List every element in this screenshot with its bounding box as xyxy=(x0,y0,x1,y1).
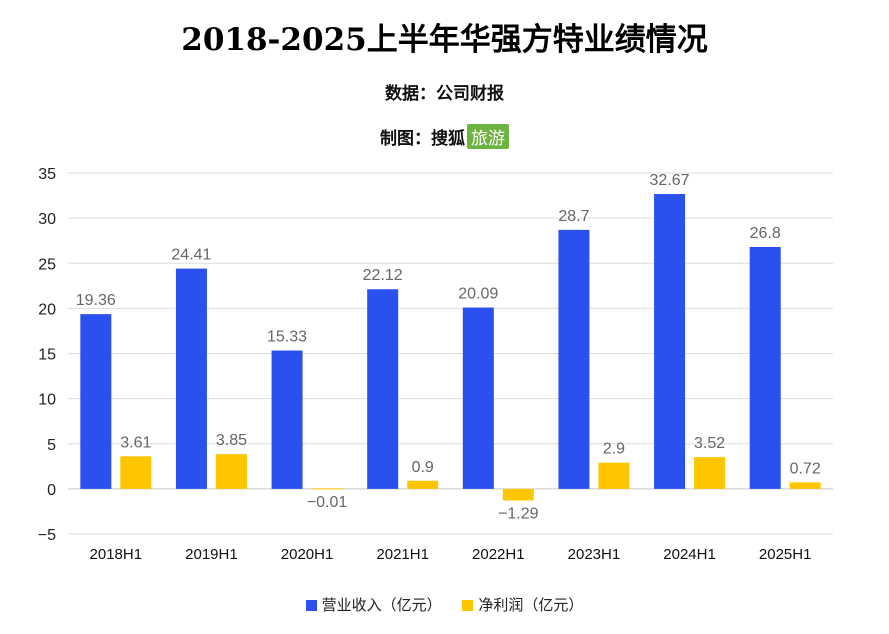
profit-bar xyxy=(215,454,247,489)
revenue-bar xyxy=(749,247,781,489)
y-tick-label: −5 xyxy=(38,527,56,544)
revenue-bar xyxy=(462,307,494,489)
revenue-bar xyxy=(175,268,207,489)
x-tick-label: 2020H1 xyxy=(281,546,334,563)
revenue-data-label: 28.7 xyxy=(558,208,589,225)
profit-data-label: 3.52 xyxy=(694,435,725,452)
revenue-data-label: 32.67 xyxy=(650,172,690,189)
revenue-data-label: 24.41 xyxy=(171,247,211,264)
data-source: 数据：公司财报 xyxy=(385,84,504,104)
profit-bar xyxy=(502,488,534,501)
credit-tag: 旅游 xyxy=(467,124,509,149)
y-tick-label: 0 xyxy=(47,482,56,499)
profit-bar xyxy=(407,480,439,489)
legend-item-revenue: 营业收入（亿元） xyxy=(305,594,442,615)
profit-bar xyxy=(120,456,152,489)
profit-data-label: 0.9 xyxy=(412,459,434,476)
profit-bar xyxy=(311,488,343,490)
y-tick-label: 30 xyxy=(38,211,56,228)
revenue-data-label: 26.8 xyxy=(750,225,781,242)
y-tick-label: 5 xyxy=(47,437,56,454)
profit-data-label: −0.01 xyxy=(307,494,348,511)
x-tick-label: 2024H1 xyxy=(663,546,716,563)
y-tick-label: 20 xyxy=(38,301,56,318)
legend: 营业收入（亿元） 净利润（亿元） xyxy=(0,594,889,615)
legend-swatch-revenue xyxy=(305,600,317,611)
legend-label-revenue: 营业收入（亿元） xyxy=(321,596,442,614)
chart-credit: 制图：搜狐 旅游 xyxy=(0,124,889,149)
revenue-bar xyxy=(654,194,686,489)
credit-prefix: 制图： xyxy=(380,129,431,149)
profit-data-label: 0.72 xyxy=(790,460,821,477)
profit-data-label: 2.9 xyxy=(603,441,625,458)
revenue-data-label: 15.33 xyxy=(267,329,307,346)
credit-brand: 搜狐 xyxy=(431,129,465,149)
x-tick-label: 2019H1 xyxy=(185,546,238,563)
revenue-bar xyxy=(271,350,303,489)
chart-title: 2018-2025上半年华强方特业绩情况 xyxy=(181,22,708,58)
legend-item-profit: 净利润（亿元） xyxy=(462,594,583,615)
legend-swatch-profit xyxy=(462,600,474,611)
profit-data-label: 3.85 xyxy=(216,432,247,449)
revenue-data-label: 22.12 xyxy=(363,267,403,284)
x-tick-label: 2023H1 xyxy=(568,546,621,563)
revenue-bar xyxy=(367,289,399,489)
y-tick-label: 25 xyxy=(38,256,56,273)
legend-label-profit: 净利润（亿元） xyxy=(478,596,584,614)
y-tick-label: 15 xyxy=(38,347,56,364)
profit-bar xyxy=(789,482,821,489)
x-tick-label: 2021H1 xyxy=(376,546,429,563)
revenue-data-label: 20.09 xyxy=(458,286,498,303)
y-tick-label: 35 xyxy=(38,166,56,183)
x-tick-label: 2025H1 xyxy=(759,546,812,563)
profit-bar xyxy=(598,462,630,489)
profit-data-label: −1.29 xyxy=(498,506,539,523)
revenue-bar xyxy=(80,314,112,489)
profit-data-label: 3.61 xyxy=(120,434,151,451)
profit-bar xyxy=(694,457,726,489)
revenue-data-label: 19.36 xyxy=(76,292,116,309)
y-tick-label: 10 xyxy=(38,392,56,409)
x-tick-label: 2018H1 xyxy=(90,546,143,563)
x-tick-label: 2022H1 xyxy=(472,546,525,563)
revenue-bar xyxy=(558,229,590,489)
